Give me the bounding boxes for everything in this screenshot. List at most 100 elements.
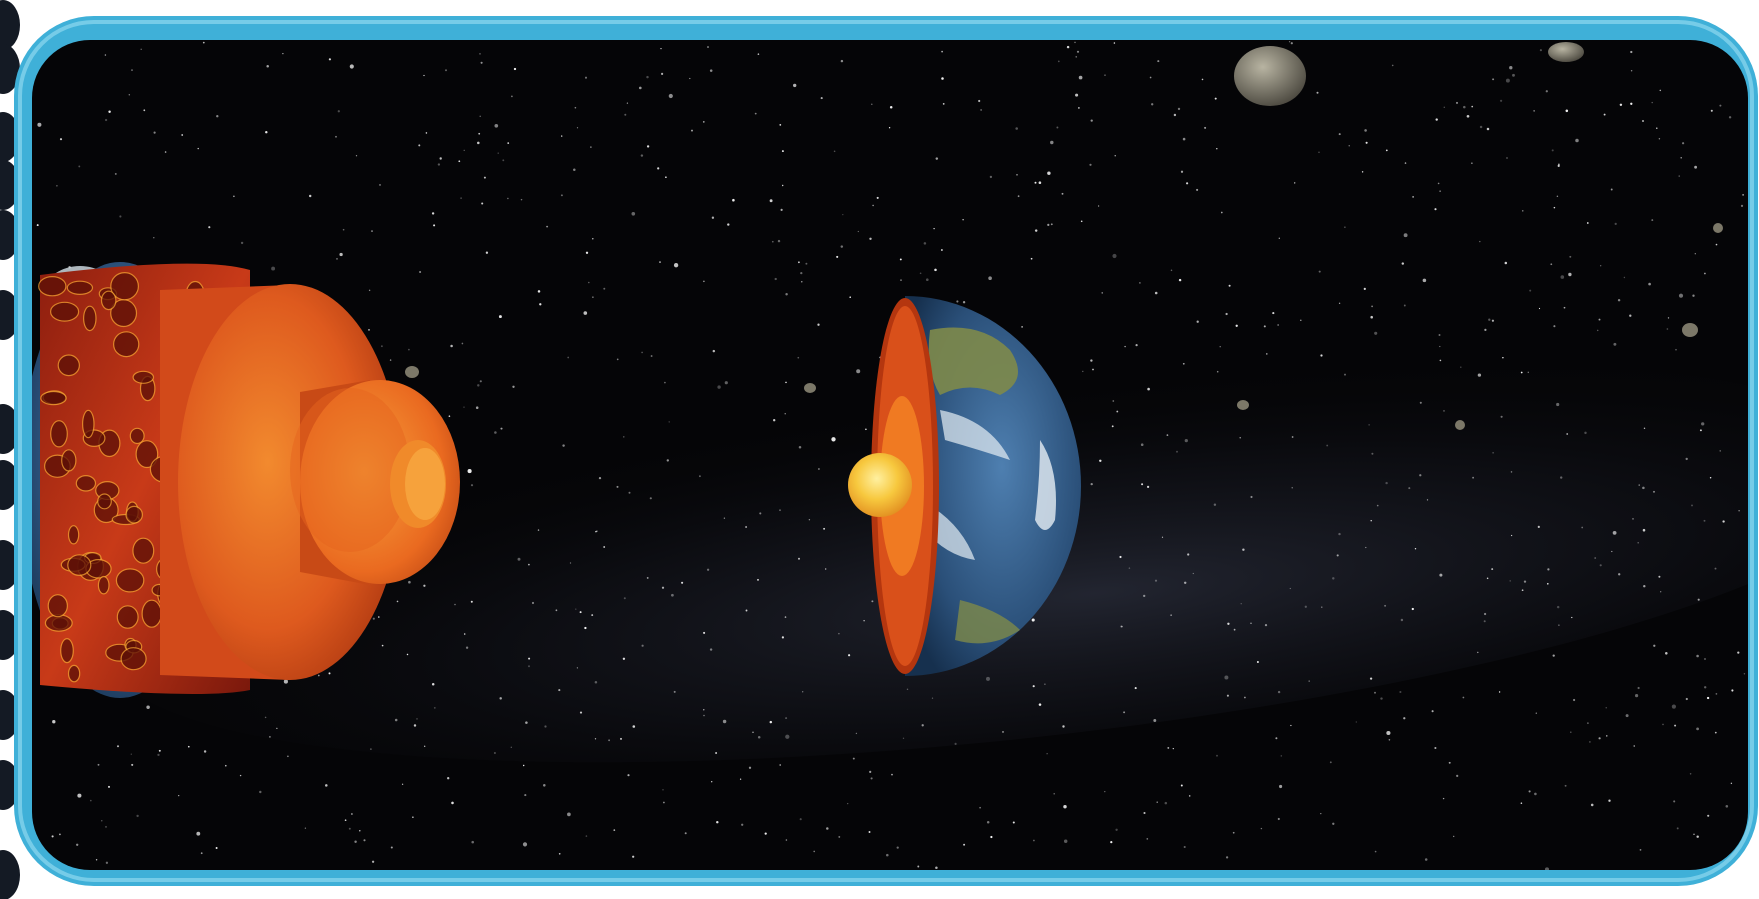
star	[562, 444, 565, 447]
star	[425, 132, 428, 134]
star	[660, 47, 662, 50]
star	[1053, 793, 1055, 795]
star	[1400, 618, 1404, 622]
star	[745, 609, 748, 612]
star	[870, 777, 873, 780]
star	[1722, 520, 1725, 523]
star	[785, 717, 788, 720]
star	[1034, 181, 1037, 184]
star	[1605, 707, 1607, 709]
star	[1697, 598, 1700, 601]
star	[560, 194, 563, 197]
star	[537, 290, 541, 293]
star	[1589, 741, 1591, 743]
star	[1509, 66, 1513, 70]
star	[153, 131, 156, 134]
lava-cell	[141, 599, 162, 628]
star	[1714, 731, 1717, 734]
star	[36, 224, 39, 227]
star	[1685, 697, 1688, 701]
star	[1099, 459, 1102, 463]
star	[416, 718, 418, 720]
star	[507, 197, 509, 200]
star	[831, 437, 836, 442]
star	[1618, 573, 1621, 576]
star	[544, 725, 547, 728]
asteroid	[1548, 42, 1584, 62]
star	[153, 236, 155, 239]
lava-cell	[67, 664, 81, 683]
lava-cell	[49, 301, 80, 322]
star	[539, 303, 542, 306]
star	[1216, 754, 1218, 757]
star	[1056, 126, 1059, 129]
star	[1187, 553, 1190, 556]
star	[1156, 801, 1158, 803]
star	[1038, 181, 1042, 184]
star	[801, 281, 803, 283]
star	[95, 859, 98, 861]
star	[594, 738, 597, 740]
star	[1689, 773, 1692, 775]
mantle-layer	[178, 284, 402, 680]
star	[779, 509, 781, 512]
star	[931, 697, 934, 699]
star	[779, 124, 782, 126]
star	[650, 355, 653, 357]
star	[1674, 724, 1677, 727]
star	[1272, 312, 1275, 315]
star	[1332, 577, 1335, 580]
star	[287, 755, 289, 758]
star	[1374, 850, 1377, 853]
star	[1520, 802, 1523, 804]
star	[640, 154, 644, 157]
star	[1134, 687, 1137, 690]
star	[646, 75, 649, 79]
star	[282, 52, 284, 55]
star	[1153, 719, 1157, 722]
star	[157, 753, 160, 757]
star	[131, 69, 133, 71]
star	[709, 648, 713, 651]
star	[584, 76, 588, 79]
star	[1264, 624, 1268, 627]
star	[470, 600, 473, 603]
star	[757, 736, 761, 739]
star	[467, 469, 472, 474]
star	[1658, 138, 1661, 140]
star	[567, 356, 570, 359]
star	[475, 406, 479, 409]
star	[1598, 737, 1601, 740]
star	[657, 167, 660, 170]
star	[1547, 583, 1549, 585]
star	[641, 351, 643, 354]
star	[941, 77, 944, 80]
star	[793, 83, 797, 88]
star	[1097, 205, 1100, 207]
star	[871, 600, 874, 603]
star	[1696, 654, 1699, 658]
star	[413, 724, 417, 727]
star	[585, 251, 589, 254]
star	[711, 216, 715, 219]
star	[1666, 328, 1669, 330]
star	[337, 110, 340, 113]
star	[774, 277, 777, 281]
star	[1110, 841, 1113, 844]
star	[1691, 504, 1693, 507]
star	[197, 147, 199, 150]
star	[448, 415, 451, 418]
star	[1338, 532, 1341, 536]
star	[479, 53, 481, 55]
star	[664, 381, 666, 384]
star	[1141, 483, 1144, 486]
star	[1050, 140, 1054, 145]
star	[1696, 727, 1699, 731]
star	[1170, 614, 1172, 616]
star	[1063, 804, 1067, 809]
star	[146, 705, 150, 710]
star	[528, 657, 531, 660]
star	[703, 280, 705, 283]
star	[431, 212, 435, 215]
star	[825, 568, 827, 570]
